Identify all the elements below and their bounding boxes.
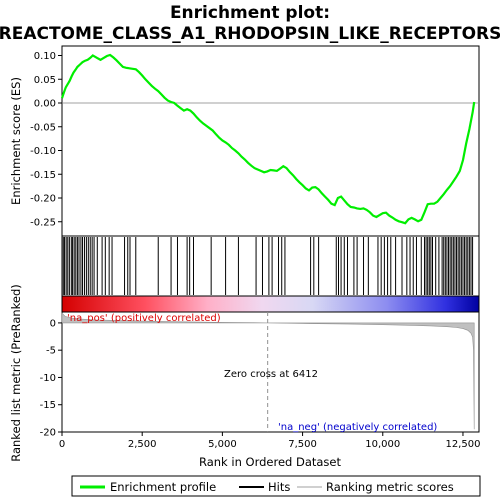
es-tick-label: -0.15 — [30, 170, 56, 181]
x-axis-ticks: 0 2,500 5,000 7,500 10,000 12,500 — [59, 432, 480, 450]
metric-tick-label: -15 — [40, 400, 56, 411]
legend-ranking-metric-label: Ranking metric scores — [326, 480, 454, 494]
metric-panel-frame — [61, 311, 480, 433]
es-tick-label: 0.10 — [34, 51, 56, 62]
metric-axis-ticks: 0 -5 -10 -15 -20 — [40, 318, 62, 439]
enrichment-profile-line — [60, 53, 476, 225]
metric-tick-label: -5 — [46, 346, 56, 357]
rank-color-bar — [61, 295, 480, 313]
es-tick-label: -0.10 — [30, 146, 56, 157]
zero-cross-label: Zero cross at 6412 — [224, 369, 318, 380]
neg-correlated-label: 'na_neg' (negatively correlated) — [278, 422, 437, 433]
legend-hits-label: Hits — [268, 480, 290, 494]
chart-title-line2: REACTOME_CLASS_A1_RHODOPSIN_LIKE_RECEPTO… — [0, 24, 500, 44]
x-axis-label: Rank in Ordered Dataset — [199, 455, 342, 469]
ranking-metric-area — [61, 312, 475, 430]
es-y-axis-label: Enrichment score (ES) — [9, 77, 23, 205]
x-tick-label: 7,500 — [288, 439, 317, 450]
es-tick-label: -0.05 — [30, 122, 56, 133]
es-tick-label: 0.00 — [34, 99, 56, 110]
es-tick-label: 0.05 — [34, 75, 56, 86]
metric-y-axis-label: Ranked list metric (PreRanked) — [9, 284, 23, 462]
x-tick-label: 10,000 — [365, 439, 400, 450]
hits-marks — [62, 237, 474, 295]
metric-tick-label: -10 — [40, 373, 56, 384]
x-tick-label: 2,500 — [128, 439, 157, 450]
chart-title-line1: Enrichment plot: — [170, 3, 330, 23]
hits-panel-frame — [61, 235, 480, 297]
x-tick-label: 12,500 — [445, 439, 480, 450]
es-tick-label: -0.25 — [30, 217, 56, 228]
pos-correlated-label: 'na_pos' (positively correlated) — [67, 313, 221, 324]
legend-box — [71, 475, 481, 497]
metric-tick-label: -20 — [40, 428, 56, 439]
es-tick-label: -0.20 — [30, 194, 56, 205]
es-axis-ticks: 0.10 0.05 0.00 -0.05 -0.10 -0.15 -0.20 -0.25 — [30, 51, 62, 228]
x-tick-label: 0 — [59, 439, 65, 450]
x-tick-label: 5,000 — [208, 439, 237, 450]
metric-tick-label: 0 — [50, 318, 56, 329]
legend-enrichment-profile-label: Enrichment profile — [110, 480, 216, 494]
es-panel-frame — [61, 45, 480, 237]
